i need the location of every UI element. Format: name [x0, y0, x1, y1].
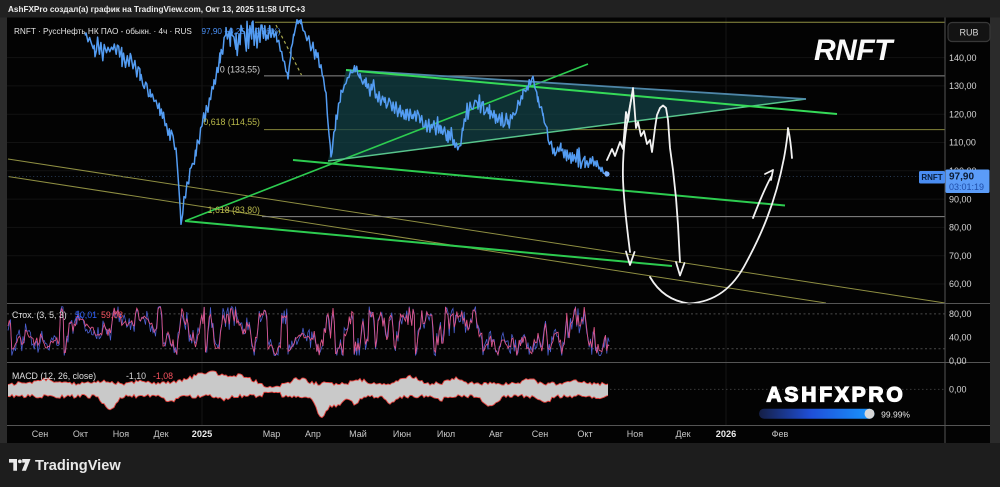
svg-text:Окт: Окт	[73, 429, 88, 439]
svg-text:Апр: Апр	[305, 429, 321, 439]
svg-text:70,00: 70,00	[949, 251, 972, 261]
svg-text:03:01:19: 03:01:19	[949, 182, 984, 192]
svg-text:0,618 (114,55): 0,618 (114,55)	[203, 117, 260, 127]
svg-text:130,00: 130,00	[949, 81, 977, 91]
svg-text:RNFT: RNFT	[921, 173, 942, 182]
svg-text:97,90: 97,90	[949, 172, 974, 183]
svg-text:Сен: Сен	[32, 429, 49, 439]
svg-text:110,00: 110,00	[949, 138, 976, 148]
svg-text:Июл: Июл	[437, 429, 455, 439]
svg-text:1,618 (83,80): 1,618 (83,80)	[208, 205, 260, 215]
svg-text:ASHFXPRO: ASHFXPRO	[766, 384, 905, 407]
svg-text:Дек: Дек	[153, 429, 168, 439]
svg-text:2026: 2026	[716, 429, 736, 439]
svg-text:Окт: Окт	[577, 429, 592, 439]
svg-text:120,00: 120,00	[949, 109, 977, 119]
svg-text:40,00: 40,00	[949, 332, 972, 342]
svg-text:2025: 2025	[192, 429, 212, 439]
svg-text:TradingView: TradingView	[35, 458, 121, 474]
svg-text:Мар: Мар	[263, 429, 281, 439]
svg-text:MACD (12, 26, close)-1,10-1,08: MACD (12, 26, close) -1,10 -1,08	[12, 371, 173, 381]
svg-text:RUB: RUB	[959, 28, 978, 38]
svg-text:99.99%: 99.99%	[881, 410, 910, 420]
svg-text:0 (133,55): 0 (133,55)	[220, 64, 260, 74]
svg-text:0,00: 0,00	[949, 385, 967, 395]
svg-text:80,00: 80,00	[949, 223, 972, 233]
svg-text:Ноя: Ноя	[627, 429, 644, 439]
svg-text:Дек: Дек	[675, 429, 690, 439]
svg-text:140,00: 140,00	[949, 53, 977, 63]
svg-text:60,00: 60,00	[949, 279, 972, 289]
svg-text:80,00: 80,00	[949, 309, 972, 319]
svg-text:RNFT: RNFT	[814, 34, 895, 67]
svg-text:Сен: Сен	[532, 429, 549, 439]
svg-text:Авг: Авг	[489, 429, 504, 439]
svg-text:Фев: Фев	[772, 429, 789, 439]
svg-text:Ноя: Ноя	[113, 429, 130, 439]
svg-text:90,00: 90,00	[949, 194, 972, 204]
svg-text:Июн: Июн	[393, 429, 411, 439]
svg-text:Май: Май	[349, 429, 367, 439]
svg-text:AshFXPro создал(а) график на T: AshFXPro создал(а) график на TradingView…	[8, 5, 306, 14]
svg-text:0,00: 0,00	[949, 356, 967, 366]
